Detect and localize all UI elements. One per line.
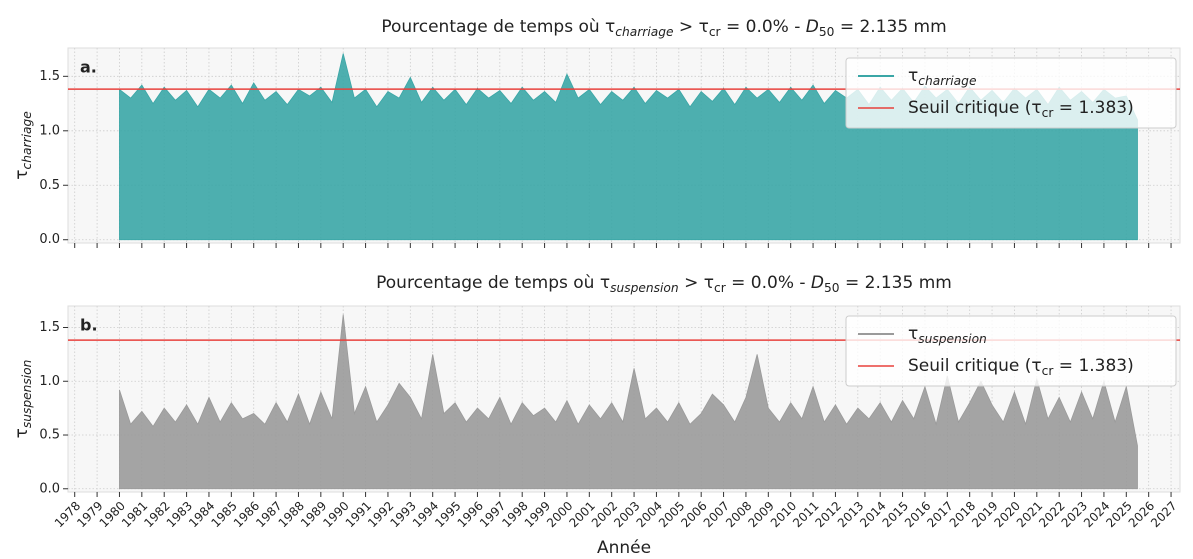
y-tick-label: 1.5 (39, 320, 60, 335)
text-part: Pourcentage de temps où τ (376, 273, 610, 293)
text-part: τ (12, 428, 32, 438)
text-part: > τ (674, 17, 709, 37)
text-part: = 1.383) (1053, 356, 1133, 376)
panel-label: a. (80, 58, 97, 77)
text-part: charriage (20, 111, 34, 169)
text-part: 50 (824, 281, 840, 295)
text-part: suspension (918, 332, 987, 346)
text-part: τ (12, 169, 32, 179)
y-tick-label: 0.5 (39, 178, 60, 193)
text-part: τ (908, 66, 918, 86)
legend-label: τcharriage (908, 66, 976, 88)
y-axis-label: τcharriage (12, 111, 34, 179)
text-part: cr (1042, 364, 1055, 378)
chart-title: Pourcentage de temps où τcharriage > τcr… (381, 17, 946, 39)
area (119, 314, 1138, 490)
y-tick-label: 0.5 (39, 428, 60, 443)
text-part: cr (709, 25, 722, 39)
y-tick-label: 1.5 (39, 69, 60, 84)
panel-label: b. (80, 316, 98, 335)
legend-label: τsuspension (908, 324, 987, 346)
legend-box (845, 57, 1177, 129)
legend-box (845, 315, 1177, 387)
text-part: = 0.0% - (726, 273, 811, 293)
text-part: τ (908, 324, 918, 344)
text-part: > τ (679, 273, 714, 293)
y-tick-label: 0.0 (39, 481, 60, 496)
text-part: = 2.135 mm (840, 273, 952, 293)
x-tick-label: 2027 (1148, 499, 1179, 530)
text-part: cr (714, 281, 727, 295)
text-part: charriage (918, 74, 976, 88)
legend-label: Seuil critique (τcr = 1.383) (908, 98, 1134, 120)
y-tick-label: 1.0 (39, 123, 60, 138)
legend-label: Seuil critique (τcr = 1.383) (908, 356, 1134, 378)
text-part: Seuil critique (τ (908, 98, 1042, 118)
text-part: D (806, 17, 819, 37)
text-part: = 2.135 mm (834, 17, 946, 37)
text-part: 50 (819, 25, 835, 39)
text-part: suspension (20, 360, 34, 429)
y-tick-label: 1.0 (39, 374, 60, 389)
text-part: = 0.0% - (721, 17, 806, 37)
text-part: Seuil critique (τ (908, 356, 1042, 376)
text-part: Pourcentage de temps où τ (381, 17, 615, 37)
text-part: = 1.383) (1053, 98, 1133, 118)
text-part: charriage (615, 25, 673, 39)
y-axis-label: τsuspension (12, 360, 34, 439)
text-part: cr (1042, 106, 1055, 120)
text-part: suspension (610, 281, 679, 295)
text-part: D (811, 273, 824, 293)
x-axis-label: Année (597, 538, 651, 558)
chart-title: Pourcentage de temps où τsuspension > τc… (376, 273, 952, 295)
y-tick-label: 0.0 (39, 232, 60, 247)
